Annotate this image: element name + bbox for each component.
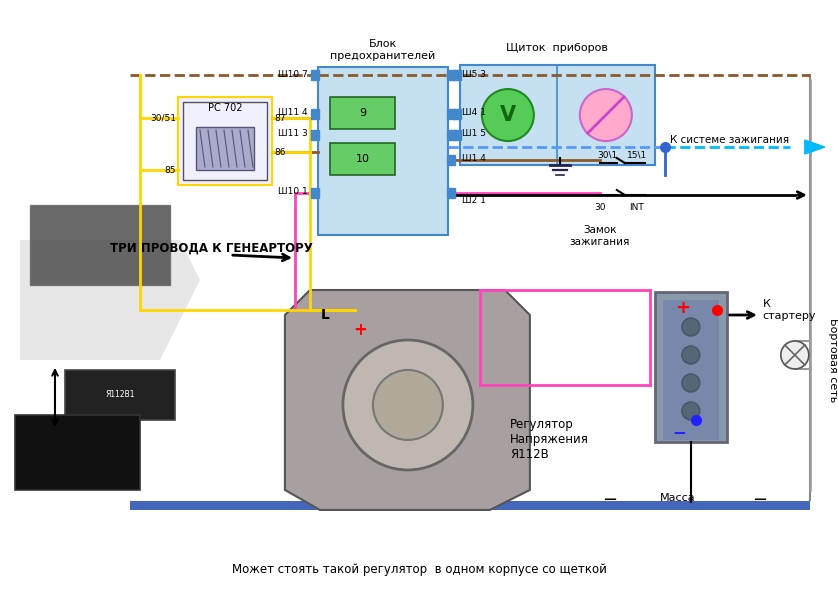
Circle shape [781,341,809,369]
Polygon shape [20,240,200,360]
Circle shape [373,370,443,440]
Text: 30\1: 30\1 [597,150,618,159]
Text: INT: INT [629,202,644,211]
Text: Ш11 4: Ш11 4 [278,107,308,116]
Text: Замок
зажигания: Замок зажигания [570,225,630,247]
Bar [130,501,810,510]
Text: Может стоять такой регулятор  в одном корпусе со щеткой: Может стоять такой регулятор в одном кор… [232,564,608,577]
Text: −: − [603,491,618,509]
Bar [447,130,455,140]
Text: Ш10 1: Ш10 1 [278,186,308,196]
Circle shape [580,89,632,141]
Text: 9: 9 [359,108,366,118]
Bar [196,127,254,170]
Text: Масса: Масса [660,493,696,503]
Text: +: + [675,299,691,317]
Bar [663,300,719,440]
Text: V: V [499,105,516,125]
Text: Щиток  приборов: Щиток приборов [506,43,608,53]
Text: 30/51: 30/51 [150,113,176,122]
Text: РС 702: РС 702 [208,103,242,113]
Bar [311,130,319,140]
Text: L: L [320,308,329,322]
Text: Я112В1: Я112В1 [106,390,135,399]
Bar [30,205,170,285]
Bar [330,143,395,175]
Text: Ш11 3: Ш11 3 [278,128,308,137]
Bar [447,70,455,80]
Polygon shape [804,140,825,154]
Circle shape [682,318,700,336]
Bar [447,188,455,198]
Text: 86: 86 [274,147,286,156]
Text: ТРИ ПРОВОДА К ГЕНЕАРТОРУ: ТРИ ПРОВОДА К ГЕНЕАРТОРУ [110,242,313,254]
Bar [183,102,267,180]
Circle shape [682,374,700,392]
Text: −: − [672,423,685,441]
Bar [460,65,654,165]
Bar [654,292,727,442]
Polygon shape [285,290,530,510]
Text: Ш1 4: Ш1 4 [462,153,486,162]
Text: Блок
предохранителей: Блок предохранителей [330,39,436,61]
Circle shape [682,402,700,420]
Text: К
стартеру: К стартеру [763,299,816,321]
Bar [15,415,140,490]
Text: 30: 30 [594,202,606,211]
Text: Ш2 1: Ш2 1 [462,196,486,205]
Bar [65,370,175,420]
Bar [453,109,461,119]
Bar [311,70,319,80]
Bar [318,67,447,235]
Text: Регулятор
Напряжения
Я112В: Регулятор Напряжения Я112В [510,418,589,461]
Text: 87: 87 [274,113,286,122]
Text: +: + [353,321,367,339]
Text: 15\1: 15\1 [627,150,647,159]
Text: Ш10 7: Ш10 7 [278,70,308,79]
Circle shape [682,346,700,364]
Circle shape [482,89,534,141]
Bar [311,109,319,119]
Bar [311,188,319,198]
Bar [178,97,272,185]
Bar [453,130,461,140]
Text: Ш4 1: Ш4 1 [462,107,486,116]
Text: Ш5 3: Ш5 3 [462,70,486,79]
Bar [447,109,455,119]
Text: 10: 10 [355,154,370,164]
Text: К системе зажигания: К системе зажигания [670,135,789,145]
Bar [453,70,461,80]
Text: Бортовая сеть: Бортовая сеть [828,318,838,402]
Bar [330,97,395,129]
Circle shape [343,340,473,470]
Text: Ш1 5: Ш1 5 [462,128,486,137]
Text: −: − [753,491,768,509]
Text: 85: 85 [164,165,176,174]
Bar [447,155,455,165]
